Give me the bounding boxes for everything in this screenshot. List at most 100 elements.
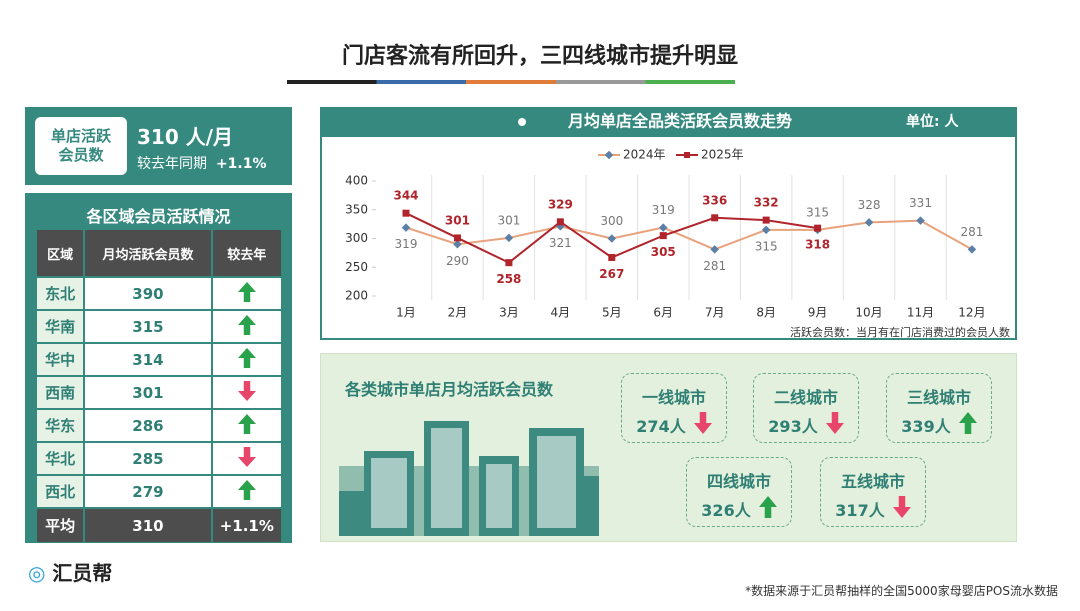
point (608, 253, 616, 261)
data-label: 329 (548, 197, 573, 211)
city-box: 五线城市 317人 (820, 457, 926, 527)
trend-arrow (958, 412, 977, 434)
chart-unit: 单位: 人 (906, 113, 959, 130)
region-value: 390 (85, 278, 211, 309)
data-label: 336 (702, 193, 727, 207)
data-label: 315 (755, 239, 778, 253)
city-box: 二线城市 293人 (753, 373, 859, 443)
x-tick-label: 4月 (551, 306, 571, 320)
point (607, 234, 617, 243)
region-name: 华东 (37, 410, 84, 441)
logo: ◎ 汇员帮 (28, 561, 113, 585)
header-row: 区域 月均活跃会员数 较去年 (37, 230, 281, 276)
point (967, 245, 977, 254)
point (505, 259, 513, 267)
average-value: 310 (85, 509, 211, 542)
region-name: 华北 (37, 443, 84, 474)
data-label: 315 (806, 205, 829, 219)
point (814, 224, 822, 232)
region-row: 华北 285 (37, 443, 281, 474)
city-value-row: 317人 (821, 496, 925, 522)
region-row: 华中 314 (37, 344, 281, 375)
chart-note: 活跃会员数：当月有在门店消费过的会员人数 (790, 325, 1010, 339)
summary-compare: 较去年同期 +1.1% (137, 153, 266, 173)
city-trend (958, 412, 977, 438)
data-label: 319 (395, 237, 418, 251)
city-value: 293人 (768, 417, 818, 436)
region-trend (212, 410, 281, 441)
city-value: 317人 (835, 501, 885, 520)
header-cell: 区域 (37, 230, 84, 276)
average-change: +1.1% (212, 509, 281, 542)
city-box: 三线城市 339人 (886, 373, 992, 443)
region-value: 279 (85, 476, 211, 507)
data-label: 318 (805, 238, 830, 252)
point (710, 245, 719, 254)
data-label: 319 (652, 203, 675, 217)
x-tick-label: 12月 (958, 306, 985, 320)
point (401, 223, 411, 232)
city-value-row: 326人 (687, 496, 791, 522)
region-row: 华东 286 (37, 410, 281, 441)
compare-change: +1.1% (215, 156, 267, 172)
city-name: 四线城市 (706, 472, 771, 491)
series-line (405, 219, 973, 251)
point (402, 209, 410, 217)
data-label: 300 (600, 214, 623, 228)
region-value: 315 (85, 311, 211, 342)
legend-marker (604, 150, 614, 160)
city-value: 339人 (901, 417, 951, 436)
cities-panel: 各类城市单店月均活跃会员数 (320, 353, 1017, 542)
summary-box: 单店活跃会员数 310 人/月 较去年同期 +1.1% (25, 107, 292, 185)
region-value: 301 (85, 377, 211, 408)
region-trend (212, 344, 281, 375)
region-value: 285 (85, 443, 211, 474)
region-trend (212, 476, 281, 507)
point (916, 216, 925, 225)
region-trend (212, 278, 281, 309)
buildings-illustration (339, 421, 599, 536)
y-tick-label: 200 (345, 289, 368, 303)
region-trend (212, 311, 281, 342)
y-tick-label: 250 (345, 260, 368, 274)
point (504, 233, 514, 243)
region-trend (212, 377, 281, 408)
point (761, 225, 771, 235)
city-value: 274人 (636, 417, 686, 436)
region-row: 东北 390 (37, 278, 281, 309)
x-tick-label: 11月 (907, 306, 934, 320)
point (864, 218, 874, 227)
city-name: 五线城市 (840, 472, 905, 491)
data-label: 332 (754, 196, 779, 210)
city-trend (758, 496, 777, 522)
data-label: 344 (393, 189, 418, 203)
x-tick-label: 7月 (705, 306, 725, 320)
y-tick-label: 400 (345, 174, 368, 188)
data-label: 258 (496, 272, 521, 286)
city-value-row: 293人 (754, 412, 858, 438)
region-value: 314 (85, 344, 211, 375)
x-tick-label: 1月 (396, 306, 416, 320)
region-name: 东北 (37, 278, 84, 309)
trend-arrow (758, 496, 777, 518)
x-tick-label: 2月 (448, 306, 468, 320)
data-label: 267 (599, 267, 624, 281)
title: 门店客流有所回升，三四线城市提升明显 (341, 44, 738, 69)
region-row: 西北 279 (37, 476, 281, 507)
data-label: 281 (703, 259, 726, 273)
trend-arrow (237, 479, 256, 500)
summary-value: 310 人/月 (137, 125, 234, 149)
data-label: 305 (651, 245, 676, 259)
source-note: *数据来源于汇员帮抽样的全国5000家母婴店POS流水数据 (745, 584, 1058, 598)
legend-marker (684, 152, 690, 158)
region-name: 华南 (37, 311, 84, 342)
point (762, 216, 770, 224)
region-trend (212, 443, 281, 474)
trend-arrow (237, 413, 256, 434)
data-label: 328 (858, 198, 881, 212)
average-row: 平均 310 +1.1% (37, 509, 281, 542)
region-name: 华中 (37, 344, 84, 375)
city-box: 四线城市 326人 (686, 457, 792, 527)
x-tick-label: 9月 (808, 306, 828, 320)
trend-arrow (237, 380, 256, 401)
